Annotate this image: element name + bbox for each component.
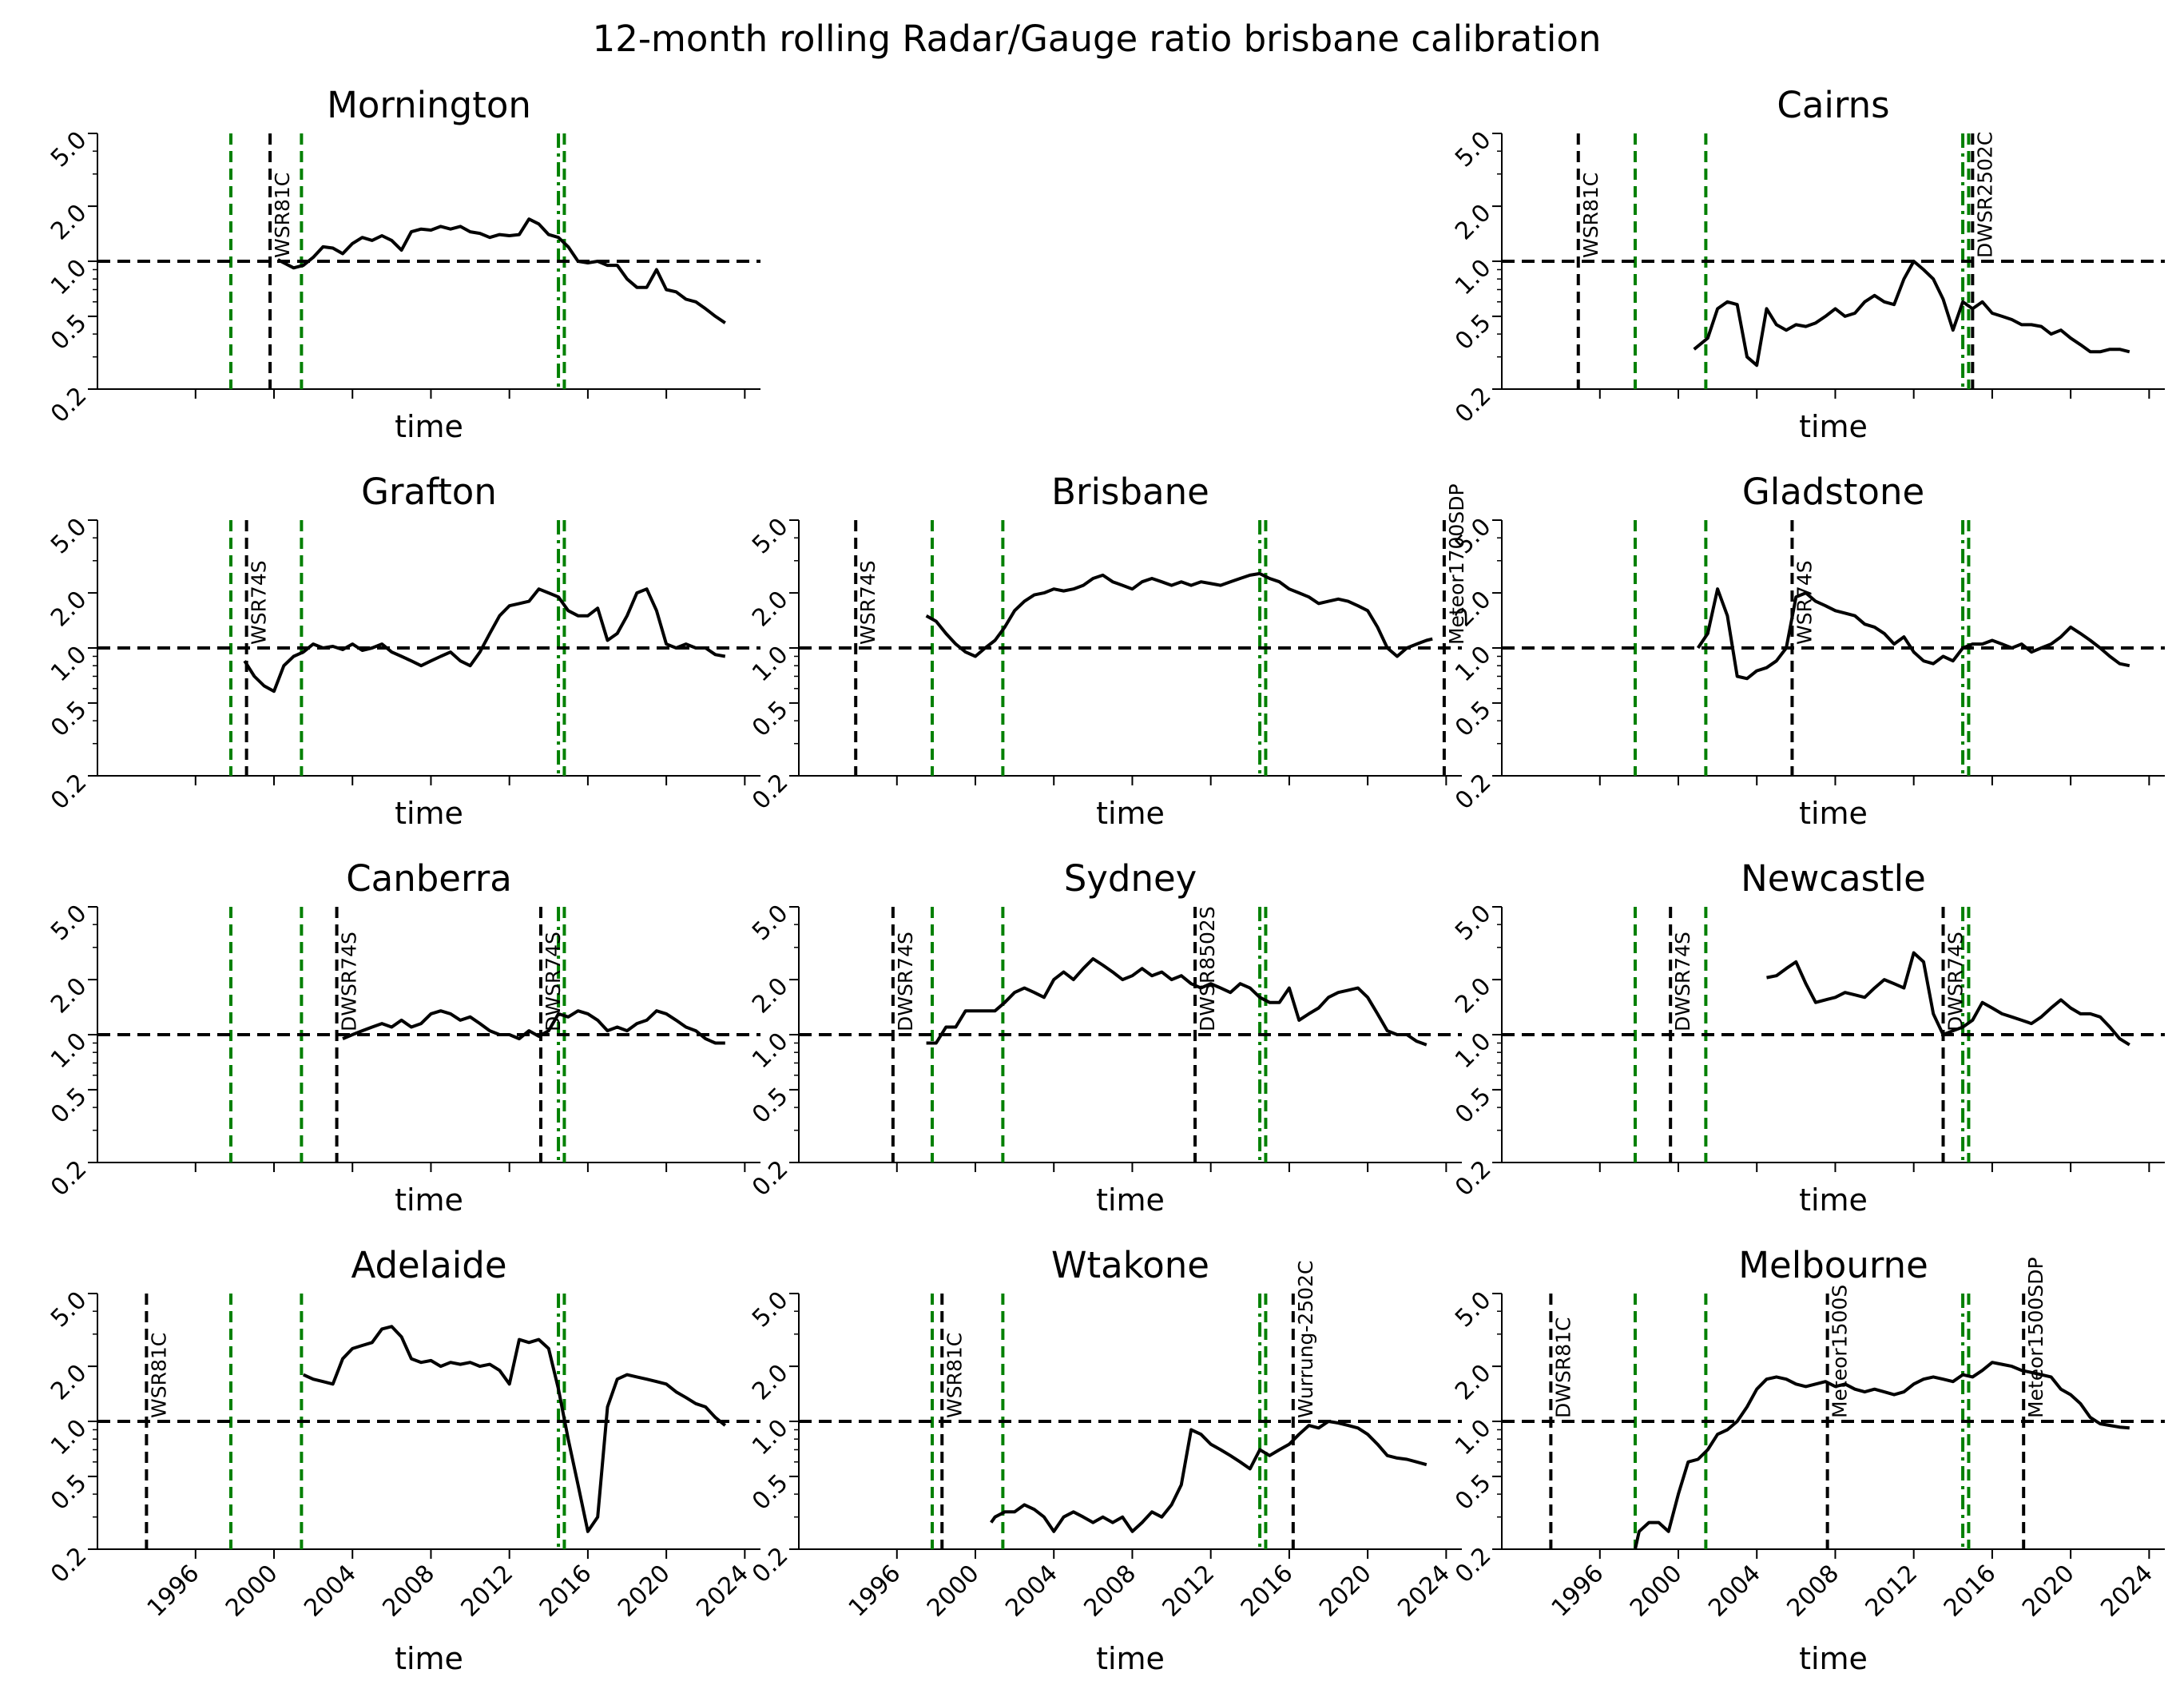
- x-axis-label: time: [1799, 409, 1868, 444]
- radar-change-label: DWSR74S: [338, 932, 361, 1031]
- radar-change-label: WSR81C: [271, 173, 294, 258]
- x-axis-label: time: [395, 1182, 463, 1218]
- x-axis-label: time: [1096, 1641, 1165, 1676]
- ratio-series-line: [926, 957, 1428, 1047]
- x-axis-label: time: [395, 409, 463, 444]
- radar-change-label: WSR74S: [248, 560, 271, 645]
- ratio-series-line: [1634, 1361, 2130, 1550]
- panel-title: Cairns: [1777, 84, 1889, 126]
- panel-title: Wtakone: [1051, 1244, 1209, 1286]
- ratio-series-line: [302, 1325, 727, 1533]
- x-axis-label: time: [1096, 796, 1165, 831]
- panel-title: Newcastle: [1741, 857, 1926, 900]
- radar-change-label: Meteor1500SDP: [2024, 1257, 2047, 1418]
- radar-change-label: Meteor1500S: [1829, 1285, 1852, 1418]
- radar-change-label: DWSR74S: [894, 932, 917, 1031]
- ratio-series-line: [1696, 587, 2130, 681]
- ratio-series-line: [1693, 260, 2130, 368]
- ratio-series-line: [990, 1420, 1428, 1533]
- panel-title: Adelaide: [351, 1244, 506, 1286]
- x-axis-label: time: [1096, 1182, 1165, 1218]
- radar-change-label: WSR81C: [943, 1333, 966, 1418]
- radar-change-label: WSR74S: [1793, 560, 1816, 645]
- radar-change-label: WSR81C: [147, 1333, 170, 1418]
- x-axis-label: time: [1799, 1182, 1868, 1218]
- panel-title: Mornington: [327, 84, 531, 126]
- panel-title: Brisbane: [1051, 471, 1209, 513]
- radar-change-label: WSR81C: [1579, 173, 1602, 258]
- radar-change-label: DWSR74S: [542, 932, 565, 1031]
- radar-change-label: Meteor1700SDP: [1445, 483, 1468, 645]
- x-axis-label: time: [395, 796, 463, 831]
- panel-title: Sydney: [1064, 857, 1197, 900]
- radar-change-label: DWSR74S: [1944, 932, 1968, 1031]
- ratio-series-line: [342, 1009, 725, 1045]
- panel-title: Melbourne: [1738, 1244, 1928, 1286]
- panel-title: Canberra: [346, 857, 512, 900]
- radar-change-label: DWSR2502C: [1973, 132, 1996, 258]
- radar-change-label: DWSR74S: [1671, 932, 1694, 1031]
- panel-title: Grafton: [361, 471, 497, 513]
- radar-change-label: Wurrung-2502C: [1294, 1261, 1317, 1418]
- radar-change-label: DWSR8502S: [1196, 906, 1219, 1031]
- ratio-series-line: [925, 571, 1433, 658]
- x-axis-label: time: [395, 1641, 463, 1676]
- figure-title: 12-month rolling Radar/Gauge ratio brisb…: [593, 18, 1602, 60]
- ratio-series-line: [243, 587, 726, 694]
- x-axis-label: time: [1799, 796, 1868, 831]
- ratio-series-line: [276, 217, 726, 324]
- ratio-series-line: [1766, 951, 2130, 1047]
- x-axis-label: time: [1799, 1641, 1868, 1676]
- panel-title: Gladstone: [1742, 471, 1924, 513]
- radar-change-label: WSR74S: [856, 560, 880, 645]
- radar-change-label: DWSR81C: [1551, 1318, 1574, 1418]
